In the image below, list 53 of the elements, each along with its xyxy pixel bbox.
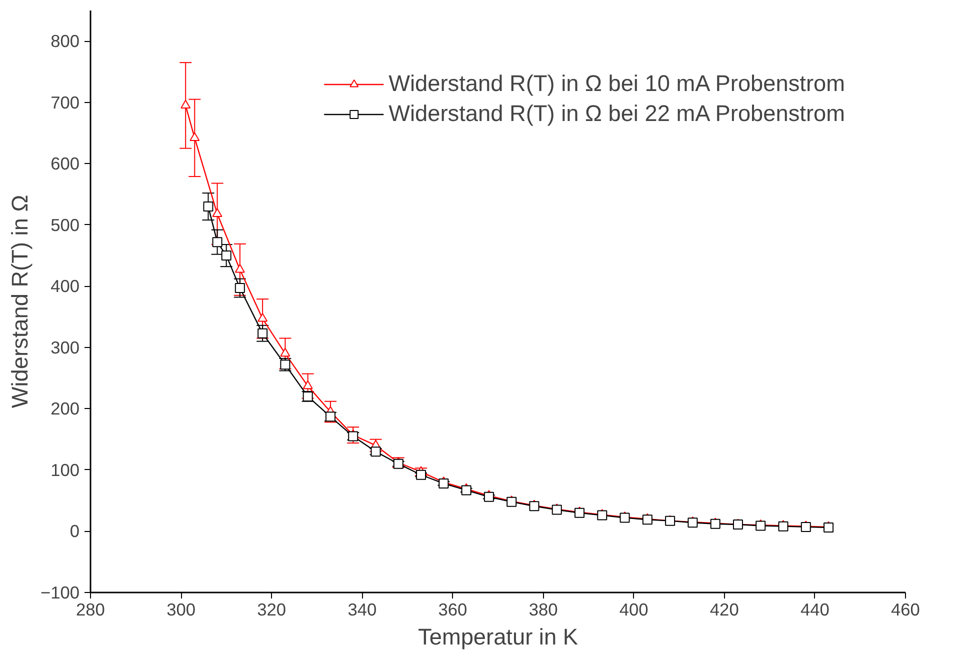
point bbox=[597, 510, 608, 520]
point bbox=[258, 328, 268, 338]
point bbox=[203, 202, 214, 212]
point bbox=[416, 470, 426, 480]
point bbox=[620, 512, 630, 523]
x-tick-label: 300 bbox=[166, 600, 196, 620]
point bbox=[552, 504, 562, 515]
legend-label: Widerstand R(T) in Ω bei 10 mA Probenstrom bbox=[388, 70, 845, 97]
y-tick-label: 600 bbox=[50, 154, 80, 174]
point bbox=[180, 100, 191, 109]
x-tick-label: 340 bbox=[348, 600, 377, 620]
point bbox=[642, 514, 652, 525]
y-tick-label: 100 bbox=[50, 460, 80, 480]
x-tick-label: 400 bbox=[619, 600, 648, 620]
point bbox=[756, 520, 766, 531]
point bbox=[438, 478, 449, 488]
y-axis-title: Widerstand R(T) in Ω bbox=[6, 194, 32, 408]
point bbox=[234, 283, 245, 294]
x-tick-label: 380 bbox=[528, 600, 558, 620]
x-tick-label: 440 bbox=[800, 600, 830, 620]
point bbox=[280, 348, 290, 357]
point bbox=[190, 132, 200, 142]
point bbox=[710, 518, 720, 529]
legend-label: Widerstand R(T) in Ω bei 22 mA Probenstrom bbox=[388, 100, 845, 127]
y-tick-label: 300 bbox=[50, 337, 80, 358]
point bbox=[258, 312, 268, 322]
x-tick-label: 360 bbox=[438, 600, 468, 620]
x-tick-label: 420 bbox=[710, 600, 739, 620]
point bbox=[302, 380, 313, 390]
x-tick-label: 320 bbox=[257, 600, 286, 620]
y-tick-label: −100 bbox=[40, 582, 80, 602]
x-tick-label: 460 bbox=[891, 600, 920, 620]
point bbox=[778, 521, 788, 532]
point bbox=[221, 250, 232, 261]
y-tick-label: 200 bbox=[50, 398, 80, 419]
x-tick-label: 280 bbox=[76, 600, 105, 620]
y-tick-label: 500 bbox=[50, 214, 80, 235]
point bbox=[529, 501, 540, 512]
point bbox=[800, 522, 811, 532]
y-tick-label: 0 bbox=[70, 521, 80, 542]
y-tick-label: 700 bbox=[50, 92, 80, 112]
point bbox=[824, 522, 834, 533]
point bbox=[574, 508, 584, 518]
point bbox=[212, 208, 222, 217]
point bbox=[506, 496, 517, 507]
point bbox=[234, 264, 245, 273]
point bbox=[688, 518, 698, 528]
y-tick-label: 800 bbox=[50, 31, 80, 52]
x-axis-title: Temperatur in K bbox=[418, 624, 578, 650]
point bbox=[461, 485, 472, 496]
point bbox=[484, 492, 494, 502]
y-tick-label: 400 bbox=[50, 276, 80, 296]
point bbox=[212, 237, 222, 248]
